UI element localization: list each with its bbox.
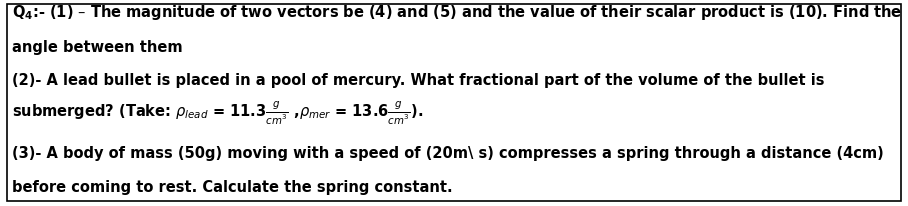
Text: Q$_\mathbf{4}$:- (1) – The magnitude of two vectors be (4) and (5) and the value: Q$_\mathbf{4}$:- (1) – The magnitude of … [12,3,902,22]
Text: submerged? (Take: $\rho_{lead}$ = 11.3$\frac{g}{cm^3}$ ,$\rho_{mer}$ = 13.6$\fra: submerged? (Take: $\rho_{lead}$ = 11.3$\… [12,99,423,127]
Text: before coming to rest. Calculate the spring constant.: before coming to rest. Calculate the spr… [12,180,452,195]
Text: (2)- A lead bullet is placed in a pool of mercury. What fractional part of the v: (2)- A lead bullet is placed in a pool o… [12,73,824,88]
Text: (3)- A body of mass (50g) moving with a speed of (20m\ s) compresses a spring th: (3)- A body of mass (50g) moving with a … [12,146,883,161]
FancyBboxPatch shape [7,4,901,201]
Text: angle between them: angle between them [12,40,183,55]
